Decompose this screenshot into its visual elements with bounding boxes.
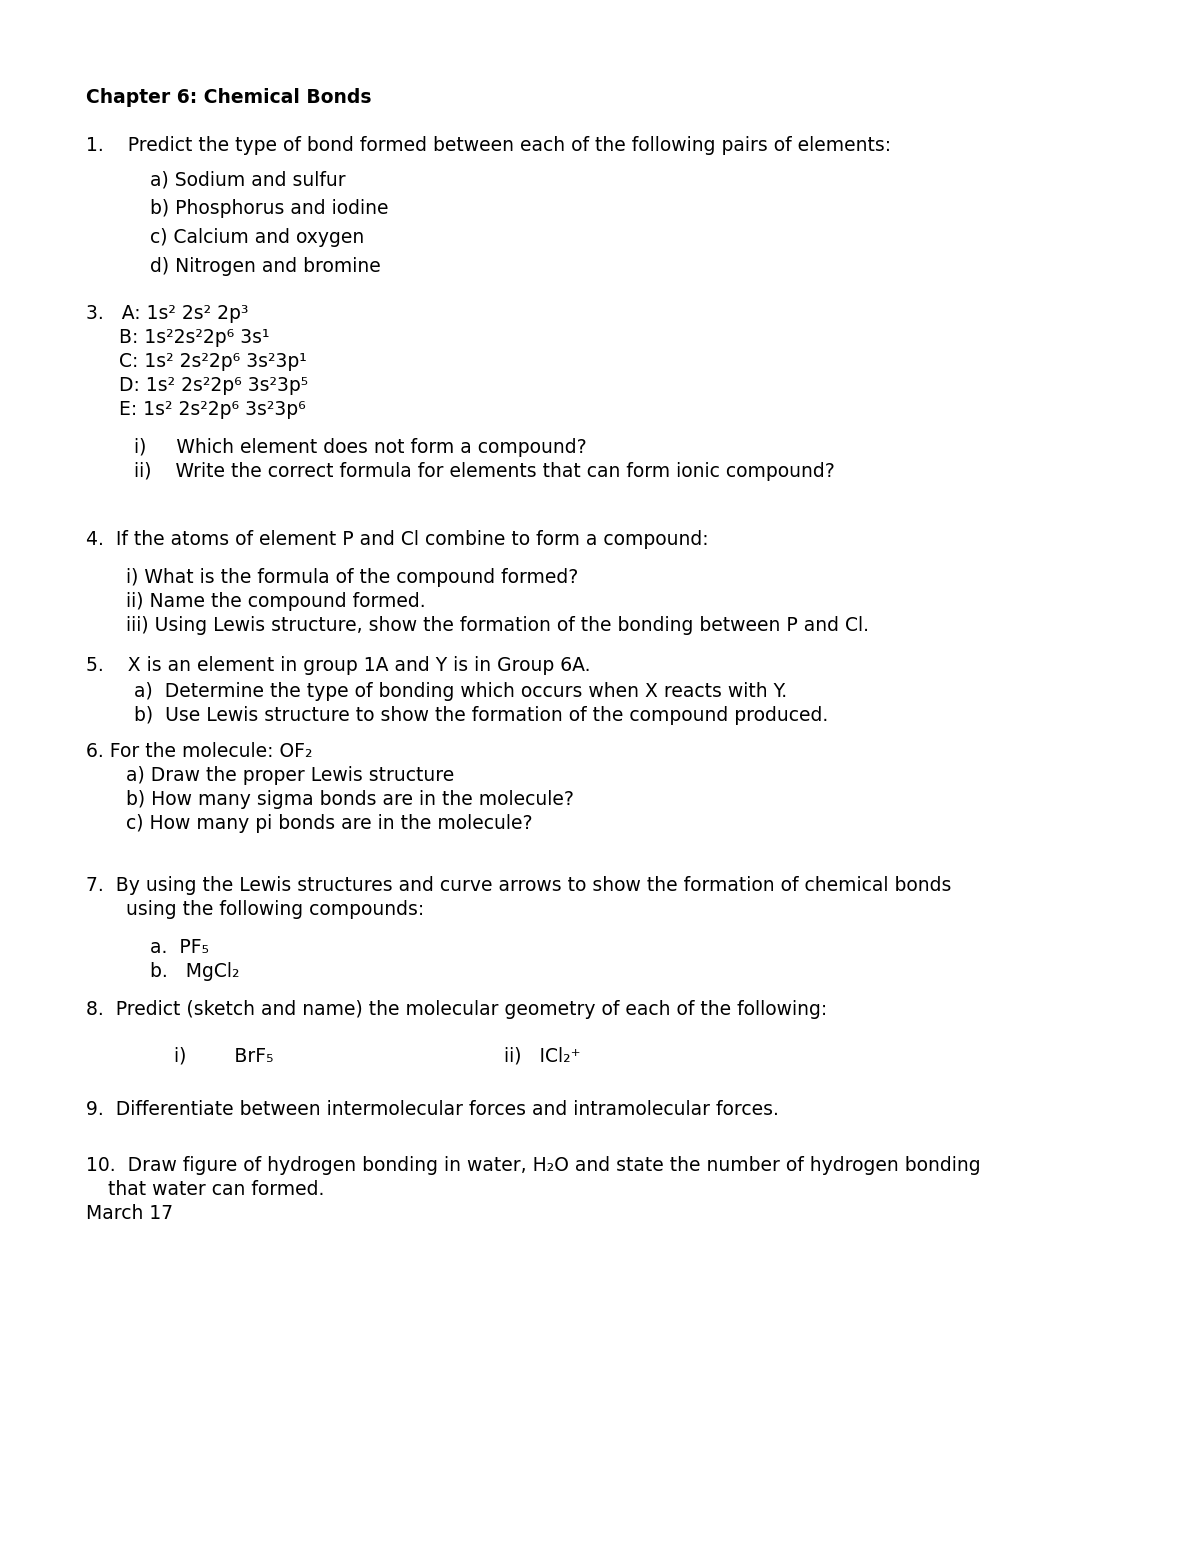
- Text: B: 1s²2s²2p⁶ 3s¹: B: 1s²2s²2p⁶ 3s¹: [119, 328, 269, 346]
- Text: 4.  If the atoms of element P and Cl combine to form a compound:: 4. If the atoms of element P and Cl comb…: [86, 530, 709, 550]
- Text: a)  Determine the type of bonding which occurs when X reacts with Y.: a) Determine the type of bonding which o…: [134, 682, 787, 700]
- Text: i)        BrF₅: i) BrF₅: [174, 1047, 274, 1065]
- Text: a) Draw the proper Lewis structure: a) Draw the proper Lewis structure: [126, 766, 455, 784]
- Text: E: 1s² 2s²2p⁶ 3s²3p⁶: E: 1s² 2s²2p⁶ 3s²3p⁶: [119, 401, 306, 419]
- Text: b.   MgCl₂: b. MgCl₂: [150, 961, 240, 981]
- Text: ii)   ICl₂⁺: ii) ICl₂⁺: [504, 1047, 581, 1065]
- Text: b) How many sigma bonds are in the molecule?: b) How many sigma bonds are in the molec…: [126, 790, 574, 809]
- Text: c) Calcium and oxygen: c) Calcium and oxygen: [150, 228, 365, 247]
- Text: 6. For the molecule: OF₂: 6. For the molecule: OF₂: [86, 742, 313, 761]
- Text: a) Sodium and sulfur: a) Sodium and sulfur: [150, 169, 346, 189]
- Text: 5.    X is an element in group 1A and Y is in Group 6A.: 5. X is an element in group 1A and Y is …: [86, 655, 590, 676]
- Text: ii)    Write the correct formula for elements that can form ionic compound?: ii) Write the correct formula for elemen…: [134, 461, 835, 481]
- Text: a.  PF₅: a. PF₅: [150, 938, 209, 957]
- Text: March 17: March 17: [86, 1204, 174, 1224]
- Text: Chapter 6: Chemical Bonds: Chapter 6: Chemical Bonds: [86, 89, 372, 107]
- Text: 7.  By using the Lewis structures and curve arrows to show the formation of chem: 7. By using the Lewis structures and cur…: [86, 876, 952, 895]
- Text: i) What is the formula of the compound formed?: i) What is the formula of the compound f…: [126, 568, 578, 587]
- Text: D: 1s² 2s²2p⁶ 3s²3p⁵: D: 1s² 2s²2p⁶ 3s²3p⁵: [119, 376, 308, 394]
- Text: i)     Which element does not form a compound?: i) Which element does not form a compoun…: [134, 438, 587, 457]
- Text: 9.  Differentiate between intermolecular forces and intramolecular forces.: 9. Differentiate between intermolecular …: [86, 1100, 779, 1120]
- Text: b) Phosphorus and iodine: b) Phosphorus and iodine: [150, 199, 389, 217]
- Text: d) Nitrogen and bromine: d) Nitrogen and bromine: [150, 256, 380, 276]
- Text: ii) Name the compound formed.: ii) Name the compound formed.: [126, 592, 426, 610]
- Text: C: 1s² 2s²2p⁶ 3s²3p¹: C: 1s² 2s²2p⁶ 3s²3p¹: [119, 353, 306, 371]
- Text: iii) Using Lewis structure, show the formation of the bonding between P and Cl.: iii) Using Lewis structure, show the for…: [126, 617, 869, 635]
- Text: 8.  Predict (sketch and name) the molecular geometry of each of the following:: 8. Predict (sketch and name) the molecul…: [86, 1000, 828, 1019]
- Text: b)  Use Lewis structure to show the formation of the compound produced.: b) Use Lewis structure to show the forma…: [134, 707, 829, 725]
- Text: that water can formed.: that water can formed.: [108, 1180, 324, 1199]
- Text: 1.    Predict the type of bond formed between each of the following pairs of ele: 1. Predict the type of bond formed betwe…: [86, 137, 892, 155]
- Text: 10.  Draw figure of hydrogen bonding in water, H₂O and state the number of hydro: 10. Draw figure of hydrogen bonding in w…: [86, 1155, 982, 1176]
- Text: 3.   A: 1s² 2s² 2p³: 3. A: 1s² 2s² 2p³: [86, 304, 248, 323]
- Text: using the following compounds:: using the following compounds:: [126, 901, 425, 919]
- Text: c) How many pi bonds are in the molecule?: c) How many pi bonds are in the molecule…: [126, 814, 533, 832]
